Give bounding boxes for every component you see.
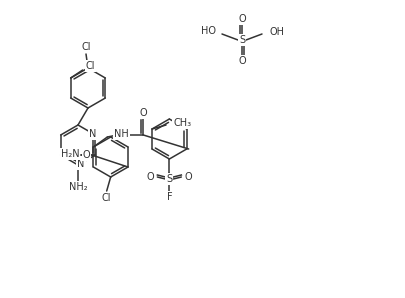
Text: OH: OH (269, 27, 284, 37)
Text: CH₃: CH₃ (173, 118, 191, 128)
Text: O: O (146, 172, 154, 182)
Text: NH₂: NH₂ (68, 182, 87, 192)
Text: Cl: Cl (81, 42, 91, 52)
Text: O: O (238, 56, 245, 66)
Text: O: O (139, 108, 147, 118)
Text: Cl: Cl (86, 61, 95, 71)
Text: HO: HO (200, 26, 215, 36)
Text: O: O (184, 172, 192, 182)
Text: Cl: Cl (102, 193, 111, 203)
Text: S: S (166, 174, 172, 184)
Text: F: F (166, 192, 172, 202)
Text: NH: NH (114, 129, 128, 139)
Text: S: S (239, 35, 245, 45)
Text: N: N (88, 129, 96, 139)
Text: N: N (77, 159, 85, 169)
Text: H₂N: H₂N (60, 149, 79, 159)
Text: O: O (238, 14, 245, 24)
Text: O: O (83, 150, 90, 160)
